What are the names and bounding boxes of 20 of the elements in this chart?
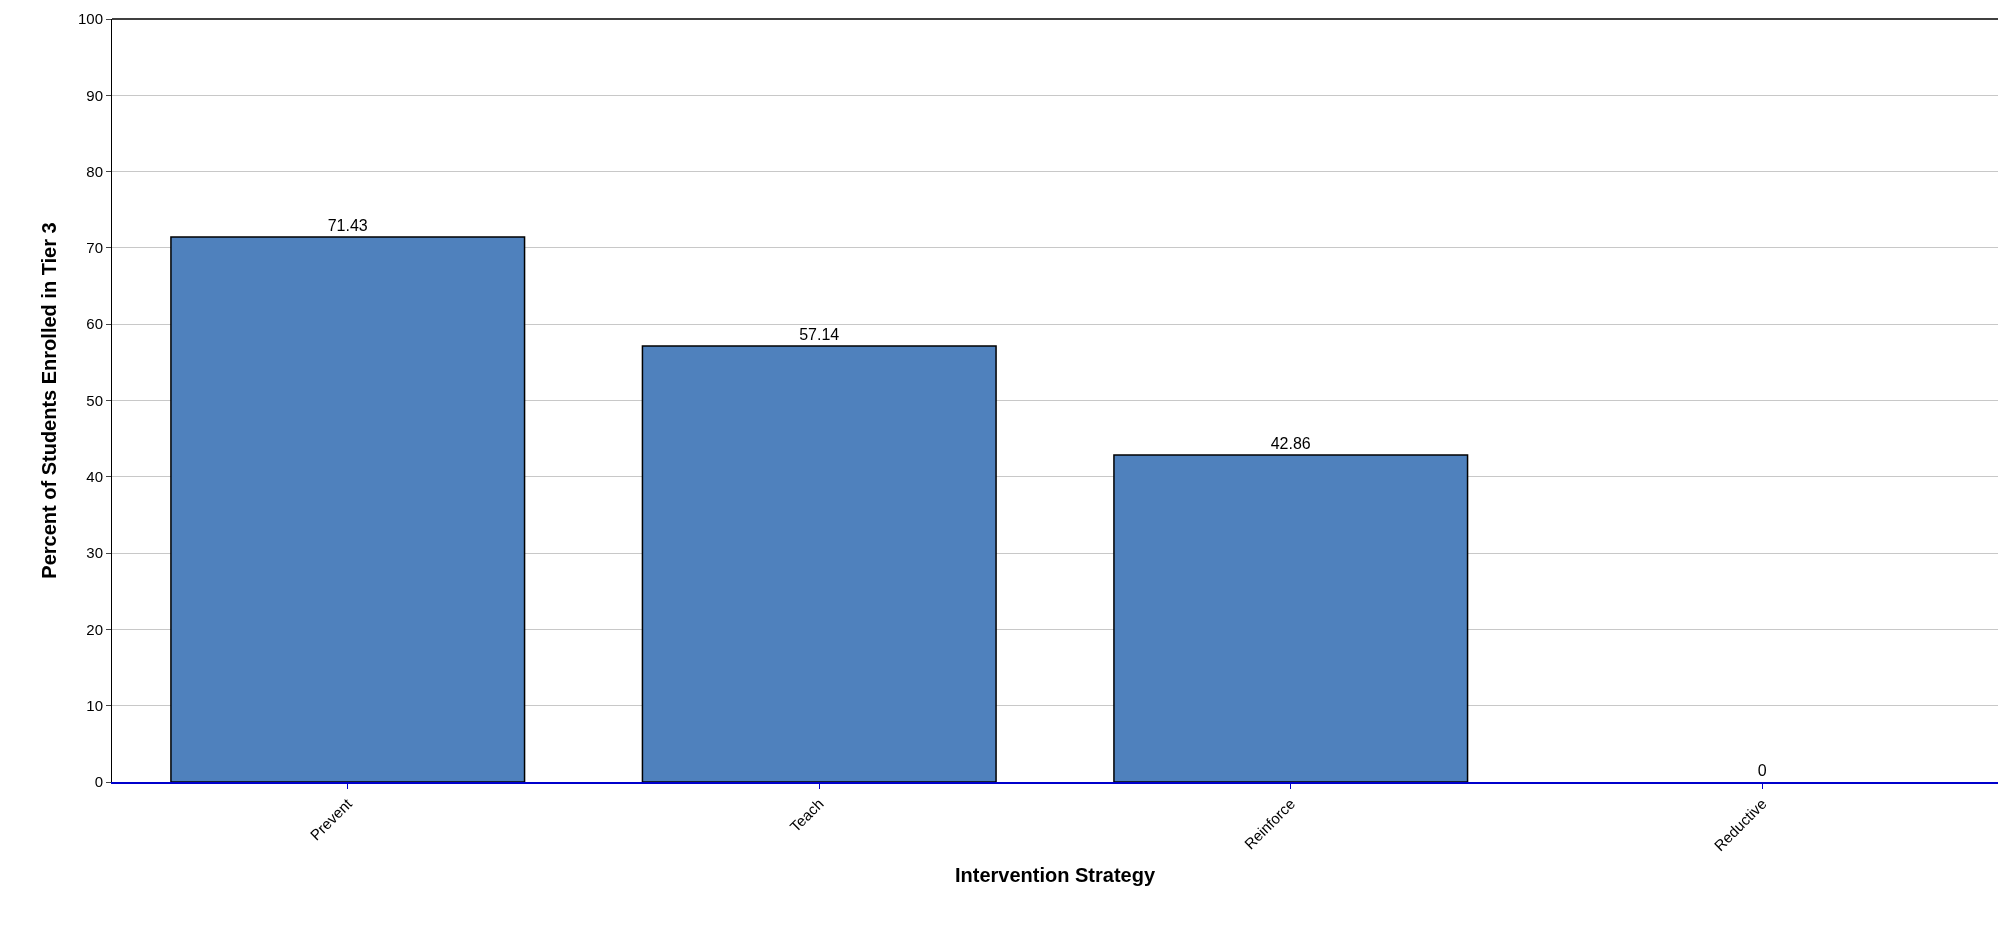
y-tick-label: 30 — [86, 544, 103, 562]
y-tick-label: 20 — [86, 620, 103, 638]
bar — [1113, 454, 1469, 782]
y-tick-label: 70 — [86, 239, 103, 257]
y-tick-label: 90 — [86, 86, 103, 104]
y-tick-label: 60 — [86, 315, 103, 333]
data-label: 57.14 — [799, 326, 840, 344]
bar — [170, 236, 526, 782]
x-axis-title: Intervention Strategy — [954, 864, 1156, 887]
y-tick-label: 40 — [86, 468, 103, 486]
y-tick-label: 80 — [86, 162, 103, 180]
y-tick-label: 10 — [86, 696, 103, 714]
bar — [641, 345, 997, 782]
data-label: 42.86 — [1270, 434, 1311, 452]
y-tick-label: 100 — [77, 10, 103, 28]
y-tick-label: 0 — [94, 773, 103, 791]
y-tick-label: 50 — [86, 391, 103, 409]
y-axis-title: Percent of Students Enrolled in Tier 3 — [38, 222, 61, 579]
data-label: 0 — [1757, 762, 1767, 779]
data-label: 71.43 — [327, 216, 368, 234]
